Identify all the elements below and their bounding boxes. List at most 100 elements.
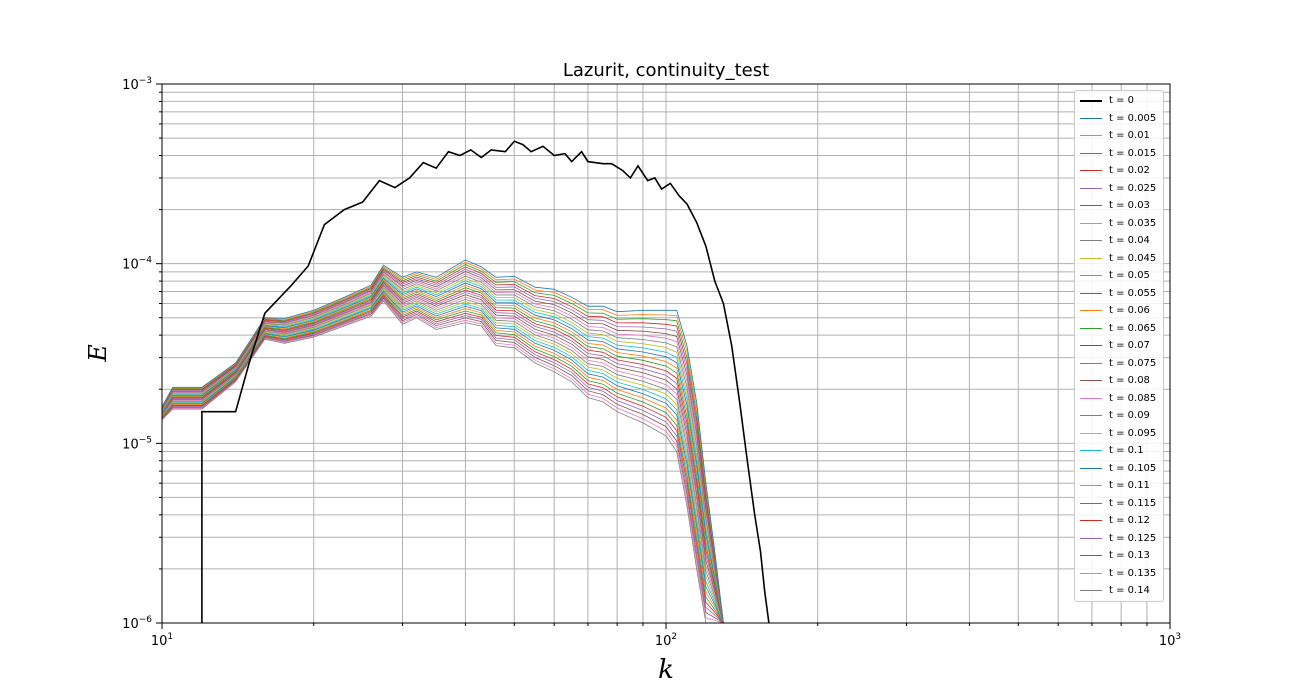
tick-layer: 101 102 103 10−6 10−5 10−4 10−3 (122, 76, 1181, 649)
legend-label: t = 0.005 (1109, 112, 1157, 124)
legend-label: t = 0.02 (1109, 165, 1150, 176)
series-line (162, 288, 724, 623)
legend-label: t = 0.105 (1109, 462, 1157, 474)
legend-label: t = 0.01 (1109, 130, 1150, 141)
series-line (162, 281, 724, 623)
series-line (162, 277, 724, 623)
y-tick-label: 10−4 (122, 256, 152, 273)
series-line (162, 284, 724, 623)
legend-label: t = 0.06 (1109, 305, 1150, 316)
legend: t = 0 t = 0.005 t = 0.01 t = 0.015 t = 0.02 t… (1074, 90, 1164, 602)
x-tick-label: 103 (1159, 632, 1181, 649)
legend-swatch (1080, 292, 1102, 294)
series-line (162, 272, 724, 623)
legend-entry: t = 0.045 (1075, 252, 1163, 266)
series-line (162, 293, 724, 623)
series-line (162, 266, 724, 623)
legend-entry: t = 0.12 (1075, 514, 1163, 528)
legend-label: t = 0.045 (1109, 252, 1157, 264)
y-tick-label: 10−5 (122, 435, 152, 452)
chart-title: Lazurit, continuity_test (563, 60, 769, 81)
series-line (162, 285, 724, 623)
legend-label: t = 0.12 (1109, 515, 1150, 526)
series-line (162, 259, 724, 623)
legend-entry: t = 0.035 (1075, 217, 1163, 231)
legend-swatch (1080, 537, 1102, 539)
legend-label: t = 0 (1109, 95, 1135, 106)
legend-label: t = 0.1 (1109, 445, 1144, 456)
legend-entry: t = 0.09 (1075, 409, 1163, 423)
legend-swatch (1080, 450, 1102, 451)
legend-swatch (1080, 135, 1102, 136)
legend-entry: t = 0.015 (1075, 147, 1163, 161)
legend-swatch (1080, 275, 1102, 276)
legend-swatch (1080, 502, 1102, 504)
legend-label: t = 0.09 (1109, 410, 1150, 421)
legend-entry: t = 0.135 (1075, 567, 1163, 581)
legend-entry: t = 0.125 (1075, 532, 1163, 546)
legend-label: t = 0.14 (1109, 585, 1150, 596)
legend-swatch (1080, 152, 1102, 154)
series-line (162, 289, 724, 623)
legend-label: t = 0.055 (1109, 287, 1157, 299)
legend-swatch (1080, 432, 1102, 434)
series-line (162, 291, 724, 623)
legend-swatch (1080, 520, 1102, 521)
legend-entry: t = 0.14 (1075, 584, 1163, 598)
reference-series-line (201, 140, 770, 623)
legend-entry: t = 0.06 (1075, 304, 1163, 318)
legend-swatch (1080, 467, 1102, 469)
legend-entry: t = 0.07 (1075, 339, 1163, 353)
legend-entry: t = 0.03 (1075, 199, 1163, 213)
legend-label: t = 0.135 (1109, 567, 1157, 579)
legend-swatch (1080, 205, 1102, 206)
series-line (162, 283, 724, 623)
legend-entry: t = 0.05 (1075, 269, 1163, 283)
y-tick-label: 10−3 (122, 76, 152, 93)
legend-label: t = 0.13 (1109, 550, 1150, 561)
series-line (162, 297, 724, 623)
legend-entry: t = 0.025 (1075, 182, 1163, 196)
series-line (162, 300, 724, 623)
legend-label: t = 0.125 (1109, 532, 1157, 544)
series-line (162, 276, 724, 623)
legend-entry: t = 0.1 (1075, 444, 1163, 458)
legend-label: t = 0.03 (1109, 200, 1150, 211)
legend-swatch (1080, 310, 1102, 311)
legend-label: t = 0.11 (1109, 480, 1150, 491)
legend-label: t = 0.075 (1109, 357, 1157, 369)
legend-swatch (1080, 100, 1102, 102)
legend-swatch (1080, 485, 1102, 486)
series-line (162, 275, 724, 623)
legend-swatch (1080, 170, 1102, 171)
series-line (162, 287, 724, 623)
legend-swatch (1080, 415, 1102, 416)
legend-label: t = 0.095 (1109, 427, 1157, 439)
legend-swatch (1080, 380, 1102, 381)
legend-entry: t = 0.13 (1075, 549, 1163, 563)
legend-entry: t = 0.01 (1075, 129, 1163, 143)
legend-swatch (1080, 327, 1102, 329)
legend-swatch (1080, 222, 1102, 224)
series-line (162, 292, 724, 623)
legend-label: t = 0.035 (1109, 217, 1157, 229)
legend-label: t = 0.05 (1109, 270, 1150, 281)
legend-label: t = 0.065 (1109, 322, 1157, 334)
legend-entry: t = 0.085 (1075, 392, 1163, 406)
legend-swatch (1080, 590, 1102, 591)
legend-swatch (1080, 362, 1102, 364)
legend-entry: t = 0.08 (1075, 374, 1163, 388)
legend-entry: t = 0.065 (1075, 322, 1163, 336)
legend-label: t = 0.025 (1109, 182, 1157, 194)
series-line (162, 295, 724, 623)
legend-swatch (1080, 397, 1102, 399)
legend-label: t = 0.015 (1109, 147, 1157, 159)
series-line (162, 298, 724, 623)
series-line (162, 280, 724, 623)
series-line (162, 296, 724, 623)
series-line (162, 261, 724, 623)
series-line (162, 264, 724, 623)
legend-entry: t = 0.105 (1075, 462, 1163, 476)
grid-layer (162, 84, 1170, 623)
